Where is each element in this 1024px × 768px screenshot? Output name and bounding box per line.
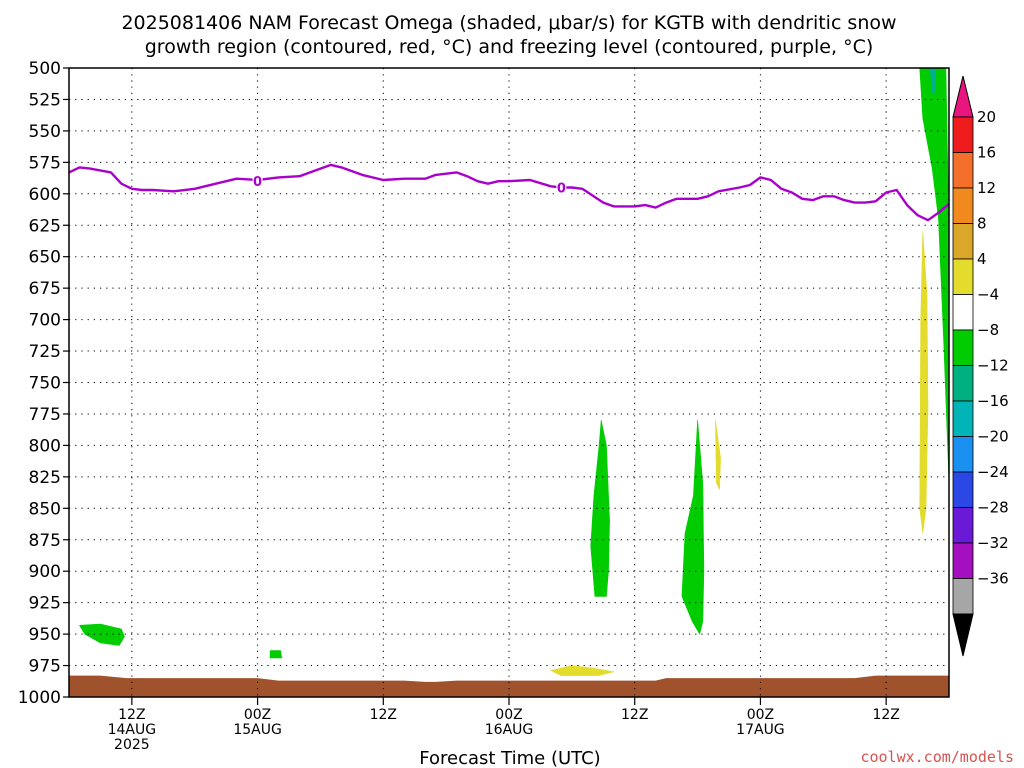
omega-region-3	[590, 419, 610, 597]
x-tick-label-6-2: 2025	[114, 737, 150, 753]
grid-lines	[69, 68, 949, 697]
y-tick-label-650: 650	[29, 248, 61, 268]
colorbar-label-13: −36	[977, 570, 1009, 588]
y-tick-label-1000: 1000	[18, 688, 61, 708]
colorbar-swatch-12	[952, 542, 974, 579]
y-tick-label-525: 525	[29, 90, 61, 110]
colorbar-swatch-11	[952, 507, 974, 544]
colorbar-swatch-10	[952, 471, 974, 508]
colorbar-label-7: −12	[977, 357, 1009, 375]
x-tick-label-6-1: 14AUG	[108, 722, 157, 738]
x-tick-label-18-0: 00Z	[244, 707, 271, 723]
omega-region-6	[919, 231, 929, 534]
colorbar-swatch-6	[952, 329, 974, 366]
chart-title-line1: 2025081406 NAM Forecast Omega (shaded, μ…	[121, 12, 896, 34]
colorbar-label-10: −24	[977, 463, 1009, 481]
colorbar-swatch-3	[952, 223, 974, 260]
colorbar-label-5: −4	[977, 286, 999, 304]
y-tick-label-825: 825	[29, 468, 61, 488]
credit-text: coolwx.com/models	[860, 748, 1014, 766]
x-tick-label-66-0: 00Z	[747, 707, 774, 723]
y-tick-label-600: 600	[29, 185, 61, 205]
contour-label-bg-1	[556, 179, 567, 195]
y-tick-label-550: 550	[29, 122, 61, 142]
y-tick-label-875: 875	[29, 531, 61, 551]
colorbar-label-3: 8	[977, 215, 987, 233]
y-tick-label-975: 975	[29, 657, 61, 677]
y-tick-label-625: 625	[29, 216, 61, 236]
y-tick-label-850: 850	[29, 499, 61, 519]
x-tick-label-18-1: 15AUG	[233, 722, 282, 738]
y-tick-label-750: 750	[29, 374, 61, 394]
x-tick-label-6-0: 12Z	[118, 707, 145, 723]
colorbar-swatch-5	[952, 294, 974, 331]
y-tick-label-700: 700	[29, 311, 61, 331]
colorbar-label-9: −20	[977, 428, 1009, 446]
x-tick-label-54-0: 12Z	[621, 707, 648, 723]
y-tick-label-900: 900	[29, 562, 61, 582]
colorbar-swatch-8	[952, 400, 974, 437]
omega-region-5	[715, 419, 721, 490]
y-tick-label-950: 950	[29, 625, 61, 645]
y-tick-label-800: 800	[29, 436, 61, 456]
y-tick-label-725: 725	[29, 342, 61, 362]
omega-region-7	[919, 67, 950, 484]
y-axis: 500 525 550 575 600 625 650 675 700 725 750 775 800 8…	[18, 59, 69, 708]
x-tick-label-78-0: 12Z	[872, 707, 899, 723]
colorbar-label-0: 20	[977, 108, 996, 126]
plot-frame	[68, 67, 950, 698]
colorbar-swatch-0	[952, 116, 974, 153]
y-tick-label-775: 775	[29, 405, 61, 425]
x-tick-label-66-1: 17AUG	[736, 722, 785, 738]
colorbar-under-arrow	[952, 613, 974, 657]
colorbar-label-2: 12	[977, 179, 996, 197]
colorbar-label-4: 4	[977, 250, 987, 268]
contour-label-1: 0	[557, 182, 566, 197]
contour-label-0: 0	[253, 175, 262, 190]
y-tick-label-675: 675	[29, 279, 61, 299]
x-tick-label-42-1: 16AUG	[485, 722, 534, 738]
colorbar-swatch-4	[952, 258, 974, 295]
colorbar-swatch-7	[952, 365, 974, 402]
omega-region-0	[79, 623, 125, 646]
terrain-fill	[69, 675, 949, 697]
colorbar-over-arrow	[952, 75, 974, 118]
colorbar-label-11: −28	[977, 499, 1009, 517]
x-tick-label-42-0: 00Z	[495, 707, 522, 723]
colorbar-swatch-2	[952, 187, 974, 224]
colorbar-legend: 20 16 12 8 4 −4 −8 −12 −16 −20 −24 −28 −32 −36	[952, 75, 1009, 657]
y-tick-label-500: 500	[29, 59, 61, 79]
y-tick-label-575: 575	[29, 153, 61, 173]
x-tick-label-30-0: 12Z	[370, 707, 397, 723]
contour-label-bg-0	[252, 173, 263, 189]
omega-region-1	[269, 650, 283, 659]
colorbar-swatch-9	[952, 436, 974, 473]
chart-title-line2: growth region (contoured, red, °C) and f…	[145, 36, 874, 58]
x-axis-label: Forecast Time (UTC)	[419, 748, 600, 768]
omega-region-2	[550, 665, 615, 676]
colorbar-label-8: −16	[977, 392, 1009, 410]
freezing-level-line	[68, 163, 950, 222]
terrain-polygon	[69, 675, 949, 697]
colorbar-label-12: −32	[977, 534, 1009, 552]
colorbar-label-1: 16	[977, 144, 996, 162]
colorbar-swatch-13	[952, 578, 974, 615]
y-tick-label-925: 925	[29, 594, 61, 614]
colorbar-label-6: −8	[977, 321, 999, 339]
omega-region-4	[681, 419, 705, 635]
omega-shaded-regions	[79, 67, 950, 676]
colorbar-swatch-1	[952, 152, 974, 189]
